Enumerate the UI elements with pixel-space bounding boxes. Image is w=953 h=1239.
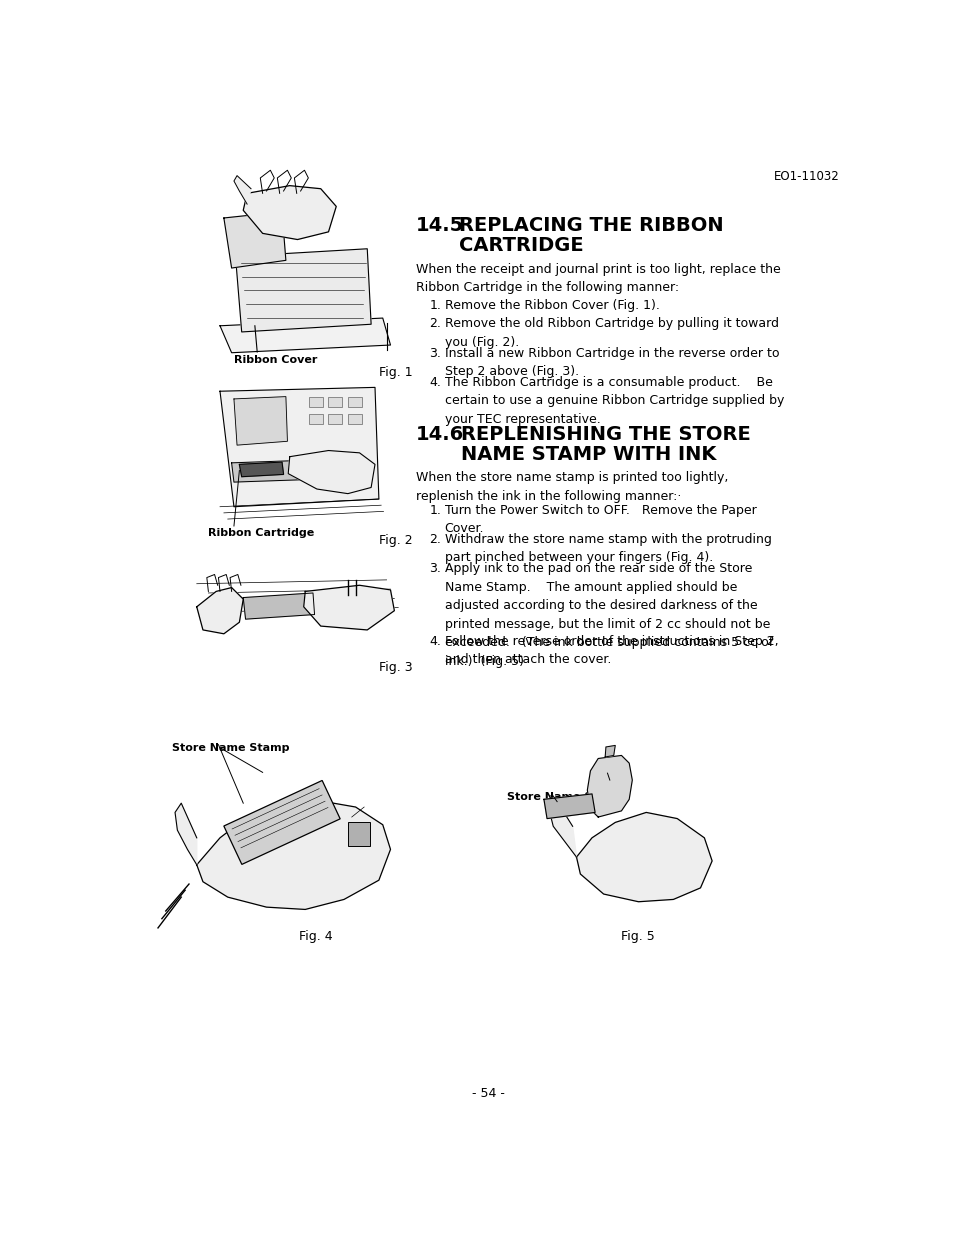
Polygon shape bbox=[233, 176, 251, 204]
Polygon shape bbox=[587, 756, 632, 817]
Text: Apply ink to the pad on the rear side of the Store
Name Stamp.    The amount app: Apply ink to the pad on the rear side of… bbox=[444, 563, 772, 668]
Text: 1.: 1. bbox=[429, 299, 440, 312]
Text: 2.: 2. bbox=[429, 317, 440, 331]
Polygon shape bbox=[196, 802, 390, 909]
Text: When the receipt and journal print is too light, replace the
Ribbon Cartridge in: When the receipt and journal print is to… bbox=[416, 263, 780, 294]
Text: Turn the Power Switch to OFF.   Remove the Paper
Cover.: Turn the Power Switch to OFF. Remove the… bbox=[444, 503, 756, 535]
Polygon shape bbox=[235, 249, 371, 332]
Polygon shape bbox=[220, 318, 390, 353]
Text: Remove the Ribbon Cover (Fig. 1).: Remove the Ribbon Cover (Fig. 1). bbox=[444, 299, 659, 312]
Bar bbox=[309, 414, 323, 424]
Polygon shape bbox=[288, 451, 375, 493]
Polygon shape bbox=[549, 802, 576, 857]
Text: Ribbon Cartridge: Ribbon Cartridge bbox=[208, 528, 314, 538]
Polygon shape bbox=[220, 388, 378, 507]
Text: Withdraw the store name stamp with the protruding
part pinched between your fing: Withdraw the store name stamp with the p… bbox=[444, 533, 771, 565]
Polygon shape bbox=[196, 587, 243, 634]
Text: 3.: 3. bbox=[429, 563, 440, 575]
Bar bbox=[348, 396, 361, 408]
Text: 14.6: 14.6 bbox=[416, 425, 464, 444]
Bar bbox=[348, 823, 369, 845]
Text: CARTRIDGE: CARTRIDGE bbox=[458, 237, 582, 255]
Text: 3.: 3. bbox=[429, 347, 440, 359]
Text: Store Name Stamp: Store Name Stamp bbox=[506, 793, 623, 803]
Polygon shape bbox=[239, 462, 283, 477]
Polygon shape bbox=[543, 794, 595, 819]
Text: Follow the reverse order of the instructions in Step 2,
and then attach the cove: Follow the reverse order of the instruct… bbox=[444, 634, 778, 667]
Polygon shape bbox=[243, 593, 314, 620]
Text: Fig. 3: Fig. 3 bbox=[378, 660, 412, 674]
Text: REPLENISHING THE STORE: REPLENISHING THE STORE bbox=[460, 425, 750, 444]
Text: Ribbon Cover: Ribbon Cover bbox=[233, 356, 317, 366]
Polygon shape bbox=[576, 813, 711, 902]
Text: 4.: 4. bbox=[429, 634, 440, 648]
Text: 14.5: 14.5 bbox=[416, 217, 464, 235]
Text: 4.: 4. bbox=[429, 375, 440, 389]
Polygon shape bbox=[303, 585, 394, 629]
Bar bbox=[328, 396, 342, 408]
Text: 1.: 1. bbox=[429, 503, 440, 517]
Polygon shape bbox=[604, 746, 615, 757]
Text: Fig. 5: Fig. 5 bbox=[620, 930, 655, 943]
Text: Ink: Ink bbox=[601, 771, 620, 781]
Polygon shape bbox=[224, 212, 286, 268]
Text: Fig. 2: Fig. 2 bbox=[378, 534, 412, 546]
Text: Install a new Ribbon Cartridge in the reverse order to
Step 2 above (Fig. 3).: Install a new Ribbon Cartridge in the re… bbox=[444, 347, 779, 378]
Bar bbox=[348, 414, 361, 424]
Polygon shape bbox=[243, 186, 335, 239]
Text: REPLACING THE RIBBON: REPLACING THE RIBBON bbox=[458, 217, 722, 235]
Polygon shape bbox=[233, 396, 287, 445]
Bar bbox=[328, 414, 342, 424]
Text: Fig. 1: Fig. 1 bbox=[378, 366, 412, 379]
Bar bbox=[309, 396, 323, 408]
Text: 2.: 2. bbox=[429, 533, 440, 546]
Polygon shape bbox=[232, 458, 345, 482]
Polygon shape bbox=[174, 803, 196, 865]
Text: Remove the old Ribbon Cartridge by pulling it toward
you (Fig. 2).: Remove the old Ribbon Cartridge by pulli… bbox=[444, 317, 778, 349]
Text: Fig. 4: Fig. 4 bbox=[298, 930, 333, 943]
Text: EO1-11032: EO1-11032 bbox=[774, 170, 840, 183]
Text: When the store name stamp is printed too lightly,
replenish the ink in the follo: When the store name stamp is printed too… bbox=[416, 471, 728, 503]
Polygon shape bbox=[224, 781, 340, 865]
Text: The Ribbon Cartridge is a consumable product.    Be
certain to use a genuine Rib: The Ribbon Cartridge is a consumable pro… bbox=[444, 375, 783, 426]
Text: Store Name Stamp: Store Name Stamp bbox=[172, 743, 289, 753]
Text: - 54 -: - 54 - bbox=[472, 1087, 505, 1099]
Text: NAME STAMP WITH INK: NAME STAMP WITH INK bbox=[460, 445, 716, 465]
